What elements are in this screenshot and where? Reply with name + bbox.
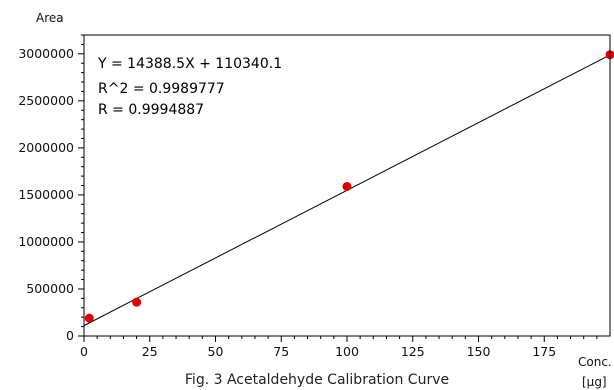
- y-tick-label: 2500000: [18, 93, 74, 108]
- plot-frame: [83, 34, 611, 337]
- data-point: [342, 181, 352, 191]
- x-tick-label: 150: [467, 344, 491, 359]
- x-axis-ticks: 0 25 50 75 100 125 150 175: [80, 336, 556, 359]
- r-squared: R^2 = 0.9989777: [98, 81, 225, 97]
- x-tick-label: 25: [142, 344, 158, 359]
- data-point: [84, 313, 94, 323]
- y-tick-label: 0: [66, 328, 74, 343]
- x-tick-label: 75: [273, 344, 289, 359]
- x-tick-label: 50: [208, 344, 224, 359]
- x-tick-label: 125: [401, 344, 425, 359]
- y-tick-label: 2000000: [18, 140, 74, 155]
- x-axis-title-line-1: Conc.: [578, 355, 612, 369]
- y-axis-title: Area: [36, 11, 64, 25]
- chart-caption: Fig. 3 Acetaldehyde Calibration Curve: [185, 372, 449, 388]
- x-axis-title-line-2: [μg]: [582, 375, 607, 389]
- y-tick-label: 500000: [26, 281, 74, 296]
- data-point: [132, 297, 142, 307]
- y-tick-label: 1000000: [18, 234, 74, 249]
- x-tick-label: 175: [532, 344, 556, 359]
- r-value: R = 0.9994887: [98, 102, 204, 118]
- y-tick-label: 1500000: [18, 187, 74, 202]
- y-axis-ticks: 0 500000 1000000 1500000 2000000 2500000 30000…: [18, 46, 84, 343]
- x-tick-label: 0: [80, 344, 88, 359]
- regression-equation: Y = 14388.5X + 110340.1: [97, 56, 282, 72]
- y-tick-label: 3000000: [18, 46, 74, 61]
- x-tick-label: 100: [335, 344, 359, 359]
